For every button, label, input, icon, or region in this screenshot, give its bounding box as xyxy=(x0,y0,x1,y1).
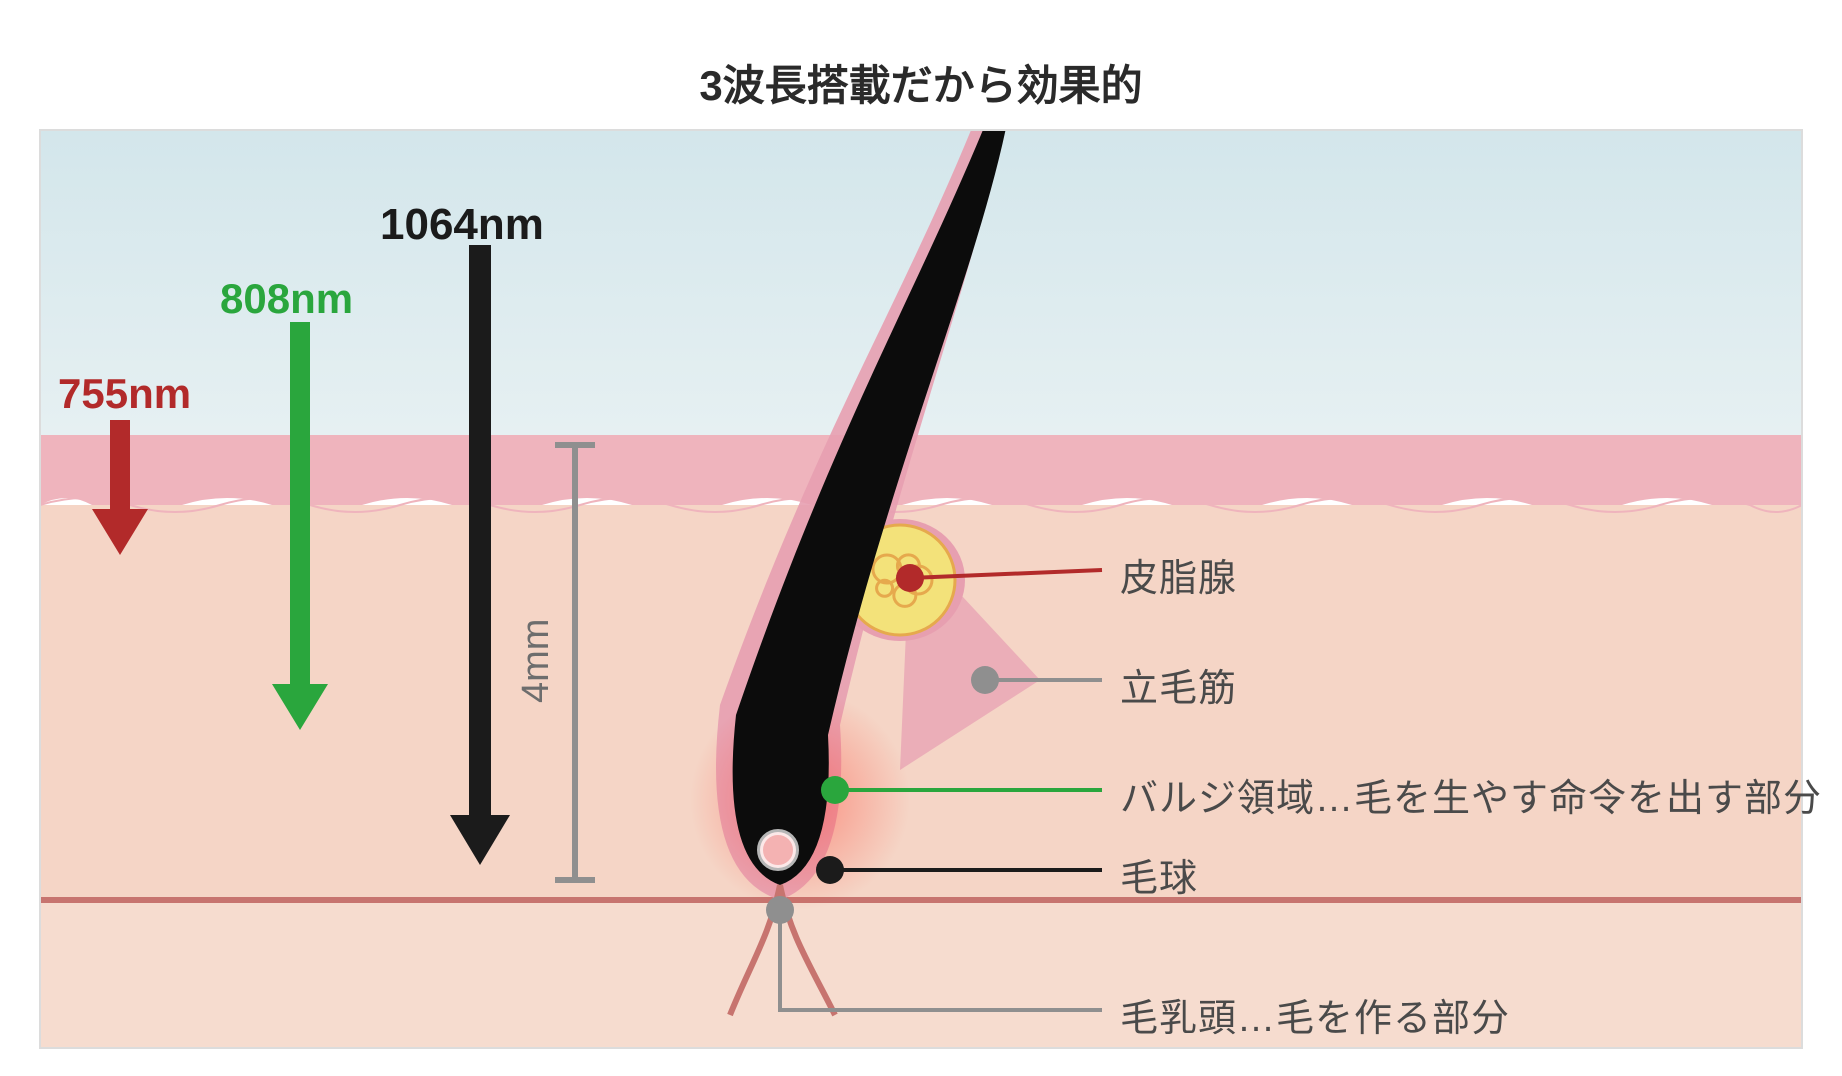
wavelength-label-1064: 1064nm xyxy=(380,200,544,250)
diagram-title: 3波長搭載だから効果的 xyxy=(0,52,1842,113)
legend-label-bulb: 毛球 xyxy=(1120,847,1198,902)
legend-label-papilla: 毛乳頭…毛を作る部分 xyxy=(1120,987,1510,1042)
legend-label-bulge: バルジ領域…毛を生やす命令を出す部分 xyxy=(1120,767,1822,822)
legend-label-sebaceous: 皮脂腺 xyxy=(1120,547,1237,602)
diagram-svg xyxy=(0,0,1842,1076)
legend-label-arrector: 立毛筋 xyxy=(1120,657,1237,712)
depth-marker-label: 4mm xyxy=(515,618,558,702)
wavelength-label-755: 755nm xyxy=(58,370,191,418)
diagram-stage: 3波長搭載だから効果的 755nm 808nm 1064nm 4mm 皮脂腺 立… xyxy=(0,0,1842,1076)
wavelength-label-808: 808nm xyxy=(220,275,353,323)
